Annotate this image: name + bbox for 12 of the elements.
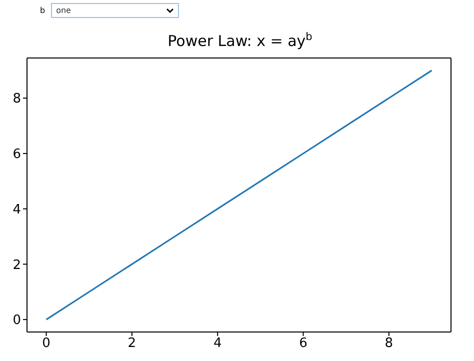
x-tick-label: 0 <box>42 336 50 352</box>
y-tick-label: 6 <box>12 147 21 162</box>
x-tick-label: 2 <box>128 336 136 352</box>
x-tick-label: 8 <box>384 336 394 352</box>
chart-title: Power Law: x = ay$^{b}$ <box>168 31 313 50</box>
x-tick-label: 6 <box>299 336 308 352</box>
y-tick-label: 0 <box>12 313 21 328</box>
y-tick-label: 4 <box>12 202 21 218</box>
x-tick-label: 4 <box>213 336 222 352</box>
y-tick-label: 8 <box>12 92 21 107</box>
line-series <box>45 70 433 320</box>
y-tick-label: 2 <box>12 258 21 273</box>
